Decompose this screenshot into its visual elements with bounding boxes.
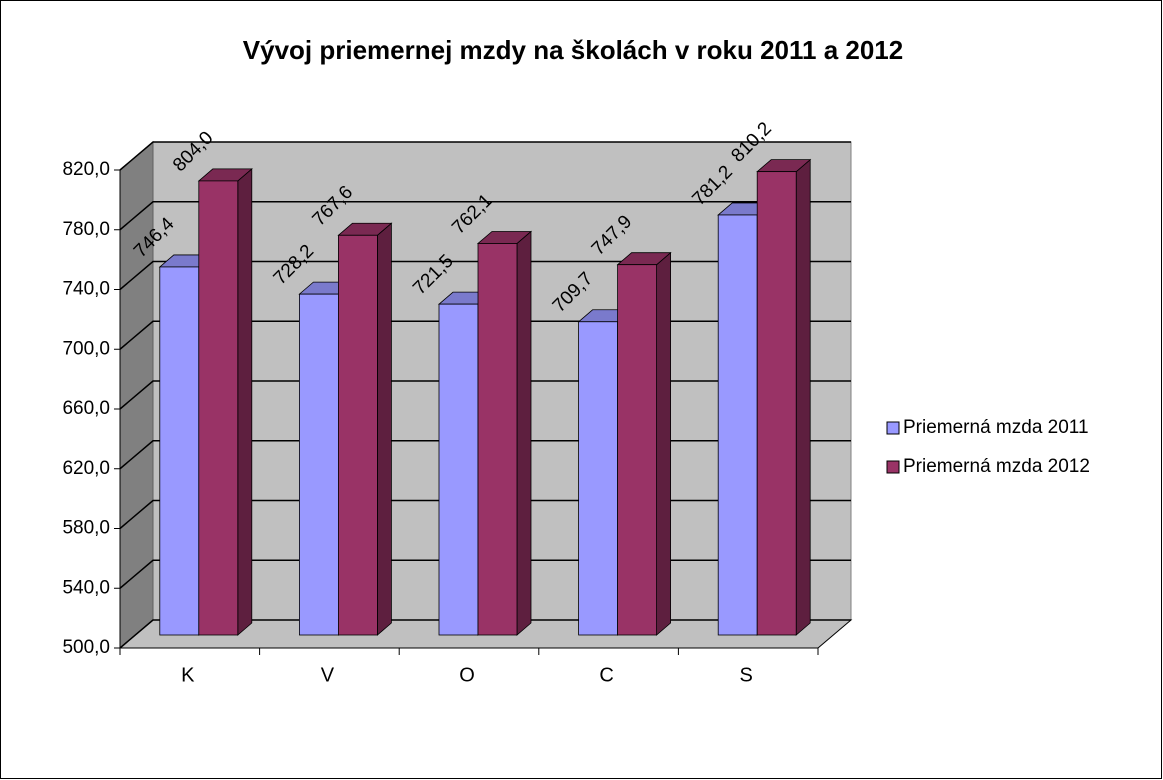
bar: [198, 180, 239, 636]
legend-swatch: [886, 421, 900, 435]
y-tick-label: 660,0: [62, 398, 110, 419]
bar: [578, 321, 618, 636]
bar-side: [656, 251, 671, 636]
bar-side: [376, 222, 392, 636]
bar-side: [516, 230, 532, 636]
y-tick-label: 700,0: [62, 338, 110, 359]
bar-side: [237, 168, 253, 636]
y-tick-label: 740,0: [62, 279, 110, 300]
bar: [756, 171, 797, 636]
grid-line: [119, 141, 851, 171]
x-tick-label: S: [740, 664, 753, 686]
y-tick-label: 820,0: [62, 159, 110, 180]
bar: [337, 234, 378, 636]
chart-title: Vývoj priemernej mzdy na školách v roku …: [243, 35, 903, 65]
bar-side: [795, 158, 811, 636]
bar: [717, 214, 758, 636]
y-tick-label: 500,0: [62, 637, 110, 658]
legend-swatch: [886, 460, 900, 474]
grid-line: [119, 201, 851, 231]
x-tick-label: C: [599, 664, 613, 686]
x-tick-label: O: [459, 664, 475, 686]
y-tick-label: 620,0: [62, 458, 110, 479]
legend-label: Priemerná mzda 2012: [903, 456, 1090, 477]
grid-line: [119, 260, 851, 291]
y-tick-label: 580,0: [62, 518, 110, 539]
bar: [298, 293, 339, 636]
bar: [477, 243, 518, 636]
bar: [159, 266, 200, 636]
bar: [438, 303, 479, 636]
legend-label: Priemerná mzda 2011: [903, 417, 1089, 438]
x-tick-label: K: [181, 664, 195, 686]
bar: [617, 264, 657, 636]
y-tick-label: 540,0: [62, 577, 110, 598]
x-tick-label: V: [321, 664, 335, 686]
y-tick-label: 780,0: [62, 219, 110, 240]
